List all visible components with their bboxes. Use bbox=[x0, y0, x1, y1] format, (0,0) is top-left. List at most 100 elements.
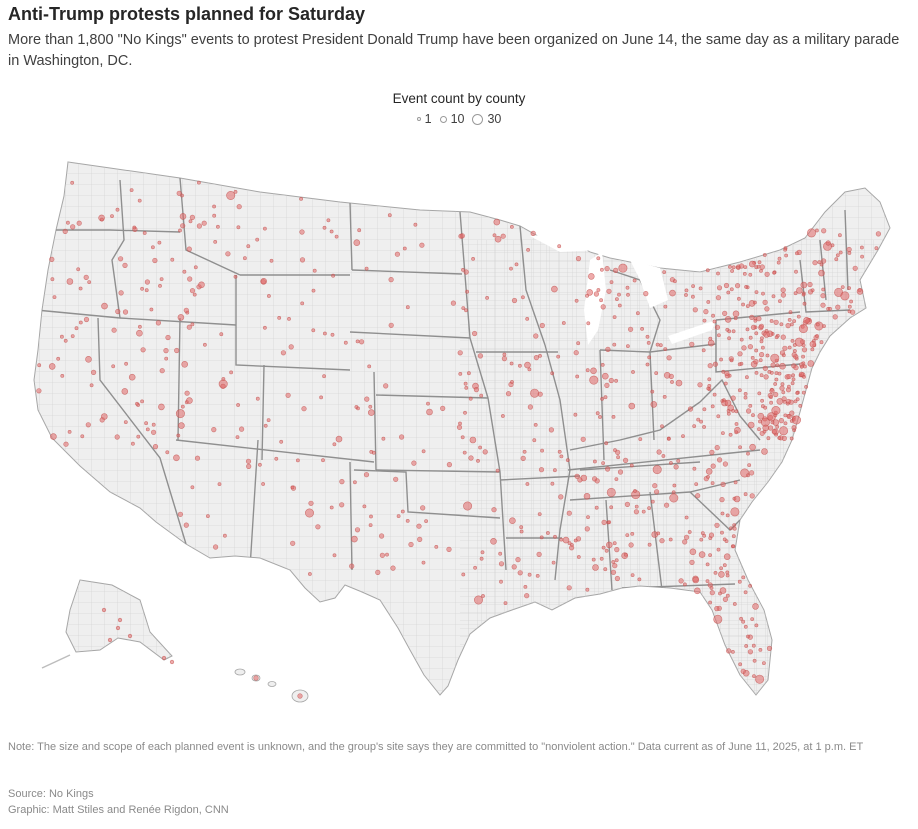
event-dot bbox=[669, 461, 673, 465]
event-dot bbox=[702, 318, 707, 323]
event-dot bbox=[731, 534, 736, 539]
event-dot bbox=[405, 518, 410, 523]
event-dot bbox=[777, 371, 782, 376]
event-dot bbox=[212, 213, 217, 218]
event-dot bbox=[683, 582, 687, 587]
event-dot bbox=[202, 342, 207, 347]
event-dot bbox=[308, 500, 314, 506]
event-dot bbox=[756, 316, 762, 322]
event-dot bbox=[48, 363, 56, 370]
event-dot bbox=[573, 538, 578, 543]
event-dot bbox=[725, 570, 730, 575]
event-dot bbox=[779, 385, 785, 391]
event-dot bbox=[245, 458, 252, 464]
event-dot bbox=[469, 436, 477, 444]
event-dot bbox=[791, 352, 797, 358]
event-dot bbox=[630, 573, 635, 578]
state-border-co-east bbox=[373, 371, 377, 471]
event-dot bbox=[743, 391, 748, 396]
state-border-tn-north bbox=[567, 449, 761, 471]
event-dot bbox=[780, 382, 785, 387]
event-dot bbox=[782, 399, 787, 404]
event-dot bbox=[585, 587, 590, 592]
event-dot bbox=[761, 448, 768, 455]
event-dot bbox=[67, 429, 72, 434]
event-dot bbox=[754, 331, 759, 336]
event-dot bbox=[729, 358, 734, 363]
event-dot bbox=[600, 267, 604, 272]
event-dot bbox=[426, 401, 430, 406]
event-dot bbox=[650, 389, 655, 394]
event-dot bbox=[339, 502, 345, 508]
event-dot bbox=[788, 399, 794, 405]
event-dot bbox=[770, 362, 776, 368]
event-dot bbox=[847, 286, 852, 291]
event-dot bbox=[351, 535, 358, 543]
event-dot bbox=[743, 624, 748, 629]
event-dot bbox=[222, 533, 227, 538]
event-dot bbox=[614, 477, 619, 482]
event-dot bbox=[477, 353, 484, 359]
event-dot bbox=[180, 193, 184, 198]
event-dot bbox=[169, 659, 175, 665]
event-dot bbox=[764, 329, 769, 333]
event-dot bbox=[707, 363, 713, 369]
event-dot bbox=[702, 533, 707, 538]
hawaii bbox=[234, 668, 309, 703]
event-dot bbox=[733, 480, 738, 485]
event-dot bbox=[650, 499, 655, 504]
event-dot bbox=[319, 395, 324, 400]
event-dot bbox=[583, 492, 591, 500]
event-dot bbox=[725, 573, 730, 578]
event-dot bbox=[689, 559, 695, 566]
event-dot bbox=[263, 423, 268, 428]
event-dot bbox=[754, 290, 759, 295]
state-border-ga-sc bbox=[689, 491, 741, 531]
event-dot bbox=[769, 319, 774, 323]
event-dot bbox=[523, 584, 528, 589]
event-dot bbox=[754, 623, 759, 628]
event-dot bbox=[761, 291, 765, 296]
event-dot bbox=[762, 253, 767, 257]
event-dot bbox=[155, 320, 161, 326]
event-dot bbox=[594, 505, 599, 510]
state-border-ks-ok bbox=[375, 469, 501, 473]
event-dot bbox=[601, 519, 607, 526]
event-dots bbox=[36, 180, 882, 699]
event-dot bbox=[586, 321, 591, 326]
event-dot bbox=[519, 529, 524, 534]
event-dot bbox=[585, 368, 590, 373]
event-dot bbox=[262, 325, 267, 330]
event-dot bbox=[815, 322, 820, 327]
event-dot bbox=[49, 256, 55, 262]
event-dot bbox=[787, 384, 791, 389]
event-dot bbox=[546, 531, 550, 535]
event-dot bbox=[135, 401, 139, 406]
event-dot bbox=[733, 495, 741, 503]
event-dot bbox=[363, 472, 370, 478]
event-dot bbox=[617, 292, 621, 297]
event-dot bbox=[574, 298, 579, 303]
event-dot bbox=[661, 454, 666, 458]
event-dot bbox=[368, 523, 373, 528]
event-dot bbox=[800, 281, 808, 289]
event-dot bbox=[559, 537, 564, 542]
event-dot bbox=[767, 369, 772, 374]
event-dot bbox=[196, 180, 201, 185]
event-dot bbox=[290, 485, 295, 490]
event-dot bbox=[527, 572, 532, 577]
event-dot bbox=[322, 331, 327, 336]
event-dot bbox=[176, 190, 182, 196]
event-dot bbox=[703, 309, 709, 315]
event-dot bbox=[798, 371, 805, 377]
event-dot bbox=[580, 436, 586, 442]
event-dot bbox=[668, 537, 673, 542]
event-dot bbox=[586, 289, 594, 296]
event-dot bbox=[782, 345, 788, 351]
event-dot bbox=[754, 348, 759, 353]
event-dot bbox=[492, 233, 497, 238]
event-dot bbox=[527, 367, 532, 372]
event-dot bbox=[757, 391, 762, 396]
event-dot bbox=[189, 214, 195, 220]
event-dot bbox=[170, 257, 175, 262]
